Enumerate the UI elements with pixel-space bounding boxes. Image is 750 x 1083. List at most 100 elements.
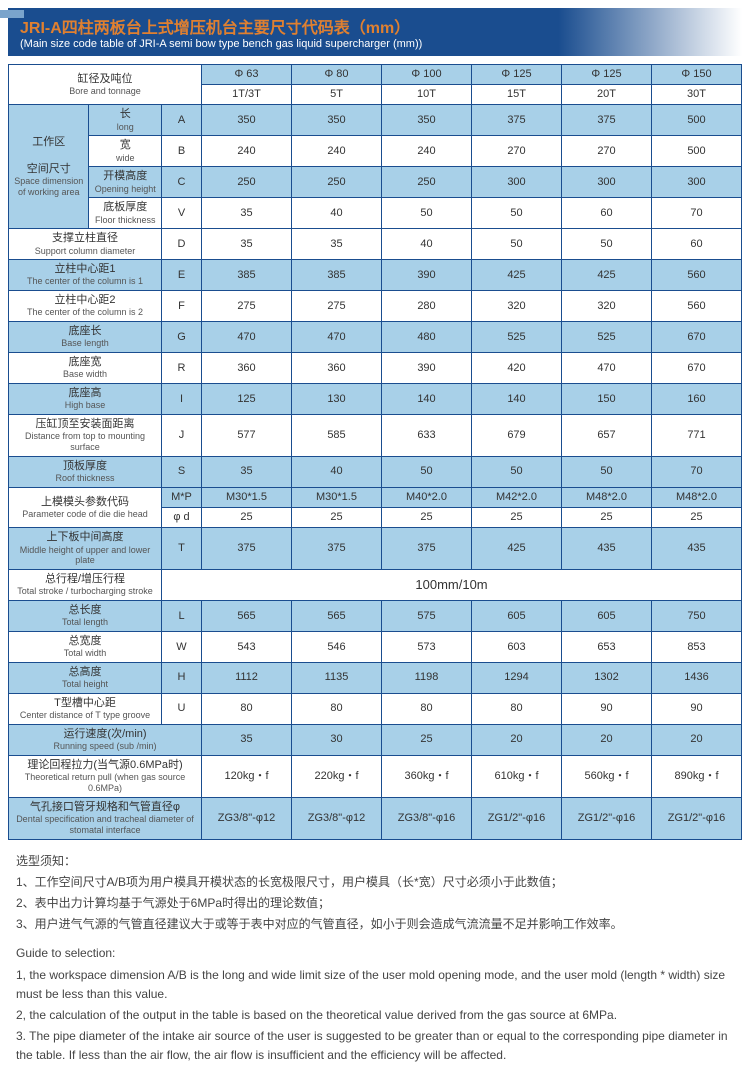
r4-1-4: 653 xyxy=(562,632,652,663)
r2-5-3: 140 xyxy=(472,384,562,415)
param1-2: M40*2.0 xyxy=(382,487,472,507)
r2-code-5: I xyxy=(162,384,202,415)
work-0-1: 350 xyxy=(292,105,382,136)
r4-label-5: 理论回程拉力(当气源0.6MPa时)Theoretical return pul… xyxy=(9,756,202,798)
param-code-1: M*P xyxy=(162,487,202,507)
notes-en-1: 1, the workspace dimension A/B is the lo… xyxy=(16,966,734,1004)
work-sublabel-2: 开模高度Opening height xyxy=(89,167,162,198)
param1-0: M30*1.5 xyxy=(202,487,292,507)
r3-label-0: 上下板中间高度Middle height of upper and lower … xyxy=(9,528,162,570)
r2-label-4: 底座宽Base width xyxy=(9,353,162,384)
r2-code-1: E xyxy=(162,260,202,291)
notes-cn-3: 3、用户进气气源的气管直径建议大于或等于表中对应的气管直径，如小于则会造成气流流… xyxy=(16,915,734,934)
r4-code-0: L xyxy=(162,601,202,632)
work-code-2: C xyxy=(162,167,202,198)
work-0-2: 350 xyxy=(382,105,472,136)
r4-6-0: ZG3/8"-φ12 xyxy=(202,797,292,839)
notes-en-2: 2, the calculation of the output in the … xyxy=(16,1006,734,1025)
work-0-4: 375 xyxy=(562,105,652,136)
work-0-3: 375 xyxy=(472,105,562,136)
ton-1: 5T xyxy=(292,85,382,105)
r2-label-0: 支撑立柱直径Support column diameter xyxy=(9,229,162,260)
r4-0-0: 565 xyxy=(202,601,292,632)
ton-0: 1T/3T xyxy=(202,85,292,105)
r2-6-3: 679 xyxy=(472,415,562,457)
param1-3: M42*2.0 xyxy=(472,487,562,507)
phi-3: Φ 125 xyxy=(472,65,562,85)
r4-5-5: 890kg・f xyxy=(652,756,742,798)
r4-label-3: T型槽中心距Center distance of T type groove xyxy=(9,694,162,725)
notes-cn-title: 选型须知： xyxy=(16,852,734,871)
work-3-2: 50 xyxy=(382,198,472,229)
param-label: 上模模头参数代码Parameter code of die die head xyxy=(9,487,162,527)
ton-3: 15T xyxy=(472,85,562,105)
r4-label-0: 总长度Total length xyxy=(9,601,162,632)
notes-cn-1: 1、工作空间尺寸A/B项为用户模具开模状态的长宽极限尺寸，用户模具（长*宽）尺寸… xyxy=(16,873,734,892)
r4-2-3: 1294 xyxy=(472,663,562,694)
r2-7-3: 50 xyxy=(472,457,562,488)
r4-3-0: 80 xyxy=(202,694,292,725)
r4-code-1: W xyxy=(162,632,202,663)
r2-5-2: 140 xyxy=(382,384,472,415)
r4-3-5: 90 xyxy=(652,694,742,725)
size-table: 缸径及吨位 Bore and tonnage Φ 63 Φ 80 Φ 100 Φ… xyxy=(8,64,742,840)
r2-5-1: 130 xyxy=(292,384,382,415)
r4-1-5: 853 xyxy=(652,632,742,663)
r4-label-4: 运行速度(次/min)Running speed (sub /min) xyxy=(9,725,202,756)
phi-1: Φ 80 xyxy=(292,65,382,85)
r2-5-4: 150 xyxy=(562,384,652,415)
r2-7-5: 70 xyxy=(652,457,742,488)
r2-2-5: 560 xyxy=(652,291,742,322)
r4-1-0: 543 xyxy=(202,632,292,663)
r2-0-5: 60 xyxy=(652,229,742,260)
work-1-4: 270 xyxy=(562,136,652,167)
notes: 选型须知： 1、工作空间尺寸A/B项为用户模具开模状态的长宽极限尺寸，用户模具（… xyxy=(8,852,742,1066)
param2-5: 25 xyxy=(652,508,742,528)
r2-7-1: 40 xyxy=(292,457,382,488)
param2-0: 25 xyxy=(202,508,292,528)
phi-2: Φ 100 xyxy=(382,65,472,85)
r2-6-2: 633 xyxy=(382,415,472,457)
r4-2-0: 1112 xyxy=(202,663,292,694)
r4-1-3: 603 xyxy=(472,632,562,663)
r2-1-3: 425 xyxy=(472,260,562,291)
r4-4-3: 20 xyxy=(472,725,562,756)
r2-0-2: 40 xyxy=(382,229,472,260)
r4-6-5: ZG1/2"-φ16 xyxy=(652,797,742,839)
r2-2-1: 275 xyxy=(292,291,382,322)
r2-2-0: 275 xyxy=(202,291,292,322)
r4-4-5: 20 xyxy=(652,725,742,756)
r2-6-5: 771 xyxy=(652,415,742,457)
r2-3-1: 470 xyxy=(292,322,382,353)
work-1-2: 240 xyxy=(382,136,472,167)
r2-1-5: 560 xyxy=(652,260,742,291)
r4-5-2: 360kg・f xyxy=(382,756,472,798)
r4-5-3: 610kg・f xyxy=(472,756,562,798)
param-code-2: φ d xyxy=(162,508,202,528)
r4-6-3: ZG1/2"-φ16 xyxy=(472,797,562,839)
r2-0-4: 50 xyxy=(562,229,652,260)
r2-2-4: 320 xyxy=(562,291,652,322)
r4-2-4: 1302 xyxy=(562,663,652,694)
r4-4-4: 20 xyxy=(562,725,652,756)
work-2-1: 250 xyxy=(292,167,382,198)
param2-3: 25 xyxy=(472,508,562,528)
work-2-0: 250 xyxy=(202,167,292,198)
r4-5-1: 220kg・f xyxy=(292,756,382,798)
work-code-1: B xyxy=(162,136,202,167)
work-2-4: 300 xyxy=(562,167,652,198)
r2-4-5: 670 xyxy=(652,353,742,384)
phi-4: Φ 125 xyxy=(562,65,652,85)
r2-5-5: 160 xyxy=(652,384,742,415)
phi-5: Φ 150 xyxy=(652,65,742,85)
r4-2-5: 1436 xyxy=(652,663,742,694)
r2-0-0: 35 xyxy=(202,229,292,260)
r2-4-4: 470 xyxy=(562,353,652,384)
r2-code-4: R xyxy=(162,353,202,384)
r2-3-4: 525 xyxy=(562,322,652,353)
r2-1-2: 390 xyxy=(382,260,472,291)
r3-0-4: 435 xyxy=(562,528,652,570)
work-1-0: 240 xyxy=(202,136,292,167)
work-1-3: 270 xyxy=(472,136,562,167)
param2-4: 25 xyxy=(562,508,652,528)
